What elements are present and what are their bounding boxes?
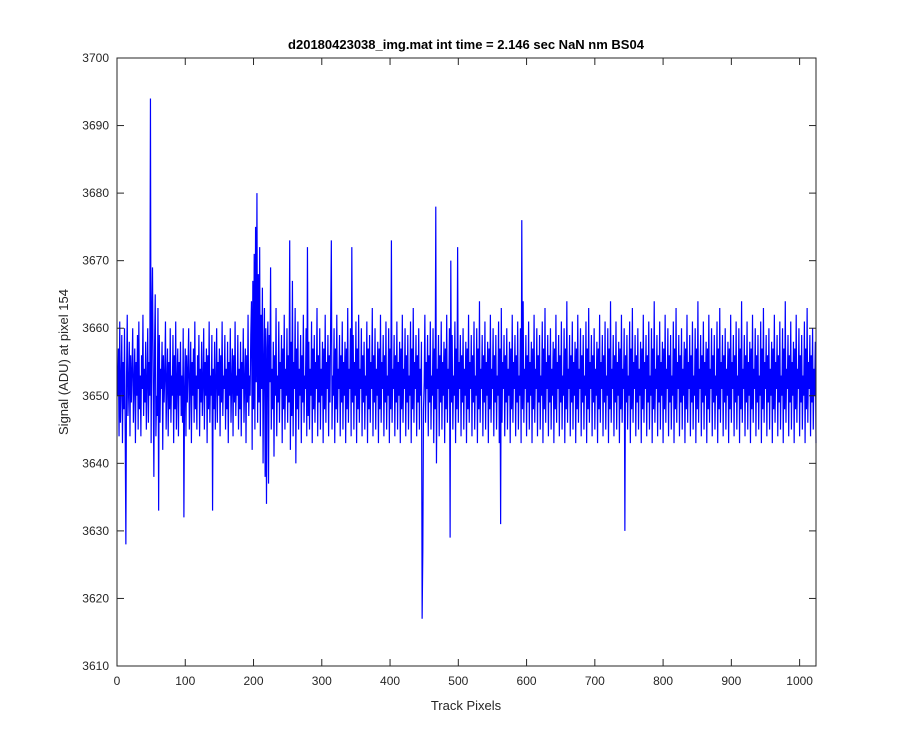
y-tick-label: 3660 [82, 321, 109, 335]
y-tick-label: 3630 [82, 524, 109, 538]
y-tick-label: 3620 [82, 591, 109, 605]
x-tick-label: 400 [380, 674, 400, 688]
x-tick-label: 500 [448, 674, 468, 688]
x-tick-label: 100 [175, 674, 195, 688]
series-layer [117, 98, 817, 619]
x-tick-label: 700 [585, 674, 605, 688]
tick-layer: 0 100 200 300 400 500 600 700 800 900 1000 3610 3620… [82, 51, 816, 688]
x-tick-label: 800 [653, 674, 673, 688]
x-tick-label: 0 [114, 674, 121, 688]
x-axis-label: Track Pixels [431, 698, 502, 713]
y-tick-label: 3690 [82, 119, 109, 133]
axes-box [116, 57, 817, 667]
y-tick-label: 3640 [82, 456, 109, 470]
chart-title: d20180423038_img.mat int time = 2.146 se… [288, 37, 645, 52]
x-tick-label: 300 [312, 674, 332, 688]
x-tick-label: 600 [517, 674, 537, 688]
y-axis-label: Signal (ADU) at pixel 154 [56, 289, 71, 435]
y-tick-label: 3610 [82, 659, 109, 673]
y-tick-label: 3700 [82, 51, 109, 65]
y-tick-label: 3680 [82, 186, 109, 200]
y-tick-label: 3670 [82, 254, 109, 268]
x-tick-label: 200 [244, 674, 264, 688]
x-tick-label: 900 [721, 674, 741, 688]
series-line [117, 98, 817, 619]
y-tick-label: 3650 [82, 389, 109, 403]
x-tick-label: 1000 [786, 674, 813, 688]
